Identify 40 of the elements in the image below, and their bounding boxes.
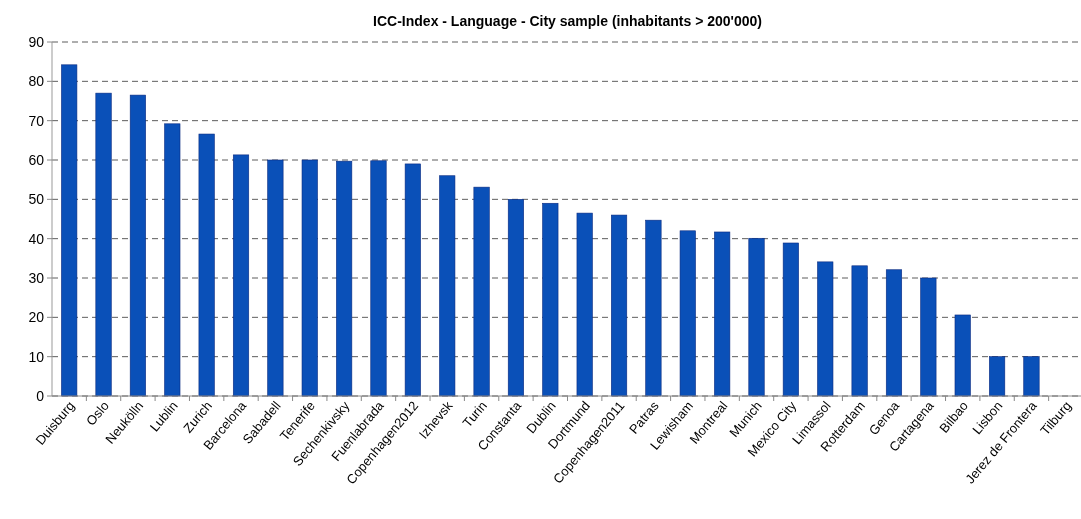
y-tick-label: 40 — [28, 230, 45, 247]
y-tick-label: 50 — [28, 191, 45, 208]
chart-title: ICC-Index - Language - City sample (inhabitants > 200'000) — [373, 13, 762, 29]
bar — [61, 64, 78, 397]
bar — [989, 356, 1006, 397]
bar — [439, 175, 456, 397]
bar — [95, 92, 112, 397]
bar — [542, 202, 559, 397]
bar — [507, 199, 524, 397]
y-tick-label: 80 — [28, 73, 45, 90]
bar — [473, 186, 490, 397]
bar — [679, 230, 696, 397]
bar — [336, 160, 353, 397]
bar — [404, 163, 421, 397]
bar — [267, 159, 284, 397]
bar — [885, 269, 903, 397]
bar — [611, 214, 628, 397]
bar — [920, 277, 937, 397]
bar — [129, 94, 146, 397]
bar — [714, 231, 731, 397]
bar — [817, 261, 834, 397]
bar — [370, 160, 387, 397]
bar — [576, 212, 593, 397]
bar — [782, 242, 799, 397]
bar — [851, 265, 868, 397]
y-tick-label: 90 — [28, 33, 45, 50]
bar — [301, 159, 318, 397]
bar — [748, 237, 765, 397]
y-tick-label: 10 — [28, 348, 45, 365]
y-tick-label: 60 — [28, 151, 45, 168]
y-tick-label: 30 — [28, 269, 45, 286]
bar — [232, 154, 250, 397]
bar — [198, 133, 215, 397]
bar — [1023, 356, 1040, 397]
y-tick-label: 0 — [36, 387, 45, 404]
bar — [954, 314, 971, 397]
y-tick-label: 70 — [28, 112, 45, 129]
bar — [645, 219, 662, 397]
y-tick-label: 20 — [28, 309, 45, 326]
bar — [164, 123, 181, 397]
